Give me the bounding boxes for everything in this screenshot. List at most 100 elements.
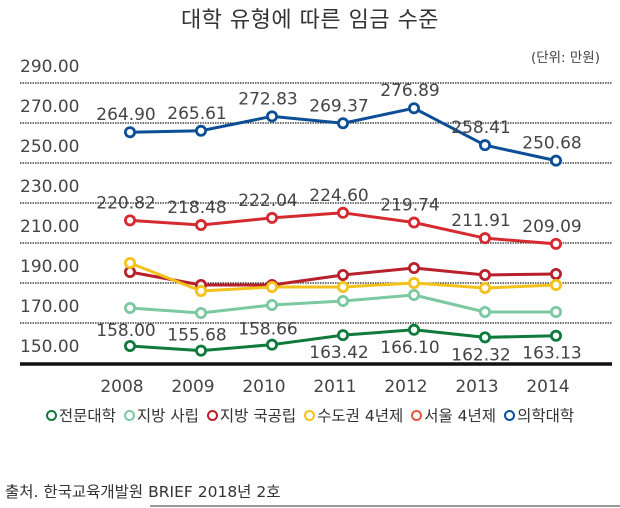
legend-item: 의학대학 bbox=[504, 404, 574, 426]
data-point bbox=[550, 237, 563, 250]
bottom-divider bbox=[150, 505, 620, 507]
data-point bbox=[265, 211, 278, 224]
legend: 전문대학 지방 사립 지방 국공립 수도권 4년제 서울 4년제 의학대학 bbox=[0, 404, 620, 426]
x-tick-label: 2012 bbox=[384, 377, 427, 397]
data-label: 211.91 bbox=[451, 211, 510, 231]
legend-item: 서울 4년제 bbox=[411, 404, 496, 426]
x-tick-label: 2008 bbox=[100, 377, 143, 397]
data-point bbox=[336, 329, 349, 342]
data-point bbox=[265, 110, 278, 123]
data-label: 250.68 bbox=[522, 134, 581, 154]
data-point bbox=[194, 344, 207, 357]
data-point bbox=[550, 278, 563, 291]
data-point bbox=[407, 288, 420, 301]
legend-marker-icon bbox=[45, 410, 57, 421]
data-point bbox=[124, 256, 137, 269]
data-point bbox=[550, 154, 563, 167]
data-point bbox=[478, 139, 491, 152]
data-point bbox=[550, 329, 563, 342]
data-point bbox=[336, 117, 349, 130]
legend-label: 의학대학 bbox=[517, 407, 575, 425]
data-label: 222.04 bbox=[238, 191, 297, 211]
y-tick-label: 210.00 bbox=[20, 217, 79, 237]
y-axis-ticks: 290.00 270.00 250.00 230.00 210.00 190.00 170.… bbox=[20, 57, 79, 357]
series-lines bbox=[124, 102, 563, 357]
legend-marker-icon bbox=[206, 410, 218, 421]
data-point bbox=[336, 294, 349, 307]
data-label: 158.66 bbox=[238, 320, 297, 340]
data-point bbox=[124, 301, 137, 314]
data-label: 258.41 bbox=[451, 118, 510, 138]
legend-marker-icon bbox=[504, 410, 516, 421]
data-point bbox=[265, 280, 278, 293]
data-point bbox=[407, 323, 420, 336]
legend-item: 지방 사립 bbox=[123, 404, 199, 426]
data-point bbox=[550, 305, 563, 318]
y-tick-label: 170.00 bbox=[20, 297, 79, 317]
data-point bbox=[124, 339, 137, 352]
data-label: 162.32 bbox=[451, 345, 510, 365]
legend-item: 지방 국공립 bbox=[206, 404, 297, 426]
data-point bbox=[336, 268, 349, 281]
data-label: 158.00 bbox=[96, 321, 155, 341]
legend-label: 수도권 4년제 bbox=[317, 407, 404, 425]
data-label: 264.90 bbox=[96, 105, 155, 125]
data-labels: 158.00 155.68 158.66 163.42 166.10 162.32 163.… bbox=[96, 81, 581, 365]
legend-marker-icon bbox=[123, 410, 135, 421]
x-axis-ticks: 2008 2009 2010 2011 2012 2013 2014 bbox=[100, 377, 569, 397]
x-tick-label: 2014 bbox=[526, 377, 569, 397]
data-label: 209.09 bbox=[522, 217, 581, 237]
y-tick-label: 190.00 bbox=[20, 257, 79, 277]
source-note: 출처. 한국교육개발원 BRIEF 2018년 2호 bbox=[5, 483, 281, 501]
y-tick-label: 230.00 bbox=[20, 177, 79, 197]
data-label: 219.74 bbox=[380, 196, 439, 216]
series-4 bbox=[124, 206, 563, 250]
series-0 bbox=[124, 323, 563, 357]
data-label: 276.89 bbox=[380, 81, 439, 101]
data-point bbox=[124, 126, 137, 139]
series-1 bbox=[124, 288, 563, 319]
chart-title: 대학 유형에 따른 임금 수준 bbox=[180, 8, 440, 33]
data-label: 224.60 bbox=[309, 186, 368, 206]
data-point bbox=[194, 306, 207, 319]
x-tick-label: 2009 bbox=[171, 377, 214, 397]
legend-marker-icon bbox=[304, 410, 316, 421]
data-point bbox=[336, 280, 349, 293]
data-point bbox=[478, 281, 491, 294]
legend-marker-icon bbox=[411, 410, 423, 421]
data-point bbox=[194, 219, 207, 232]
x-tick-label: 2010 bbox=[242, 377, 285, 397]
data-label: 269.37 bbox=[309, 96, 368, 116]
grid-lines bbox=[20, 82, 612, 324]
legend-item: 수도권 4년제 bbox=[304, 404, 403, 426]
data-label: 265.61 bbox=[167, 104, 226, 124]
data-point bbox=[550, 267, 563, 280]
x-tick-label: 2013 bbox=[455, 377, 498, 397]
y-tick-label: 270.00 bbox=[20, 97, 79, 117]
series-3 bbox=[124, 256, 563, 297]
y-tick-label: 250.00 bbox=[20, 137, 79, 157]
x-tick-label: 2011 bbox=[313, 377, 356, 397]
data-point bbox=[407, 261, 420, 274]
data-point bbox=[478, 305, 491, 318]
legend-label: 지방 사립 bbox=[136, 407, 199, 425]
y-tick-label: 150.00 bbox=[20, 337, 79, 357]
data-point bbox=[407, 102, 420, 115]
data-point bbox=[407, 276, 420, 289]
data-point bbox=[194, 124, 207, 137]
data-point bbox=[478, 232, 491, 245]
unit-label: (단위: 만원) bbox=[530, 50, 600, 66]
data-point bbox=[265, 338, 278, 351]
legend-label: 서울 4년제 bbox=[424, 407, 497, 425]
data-point bbox=[478, 268, 491, 281]
data-label: 218.48 bbox=[167, 198, 226, 218]
data-point bbox=[336, 206, 349, 219]
data-label: 220.82 bbox=[96, 193, 155, 213]
data-label: 163.13 bbox=[522, 344, 581, 364]
data-label: 272.83 bbox=[238, 89, 297, 109]
y-tick-label: 290.00 bbox=[20, 57, 79, 77]
data-point bbox=[124, 214, 137, 227]
data-label: 163.42 bbox=[309, 343, 368, 363]
data-point bbox=[194, 284, 207, 297]
legend-label: 지방 국공립 bbox=[219, 407, 297, 425]
